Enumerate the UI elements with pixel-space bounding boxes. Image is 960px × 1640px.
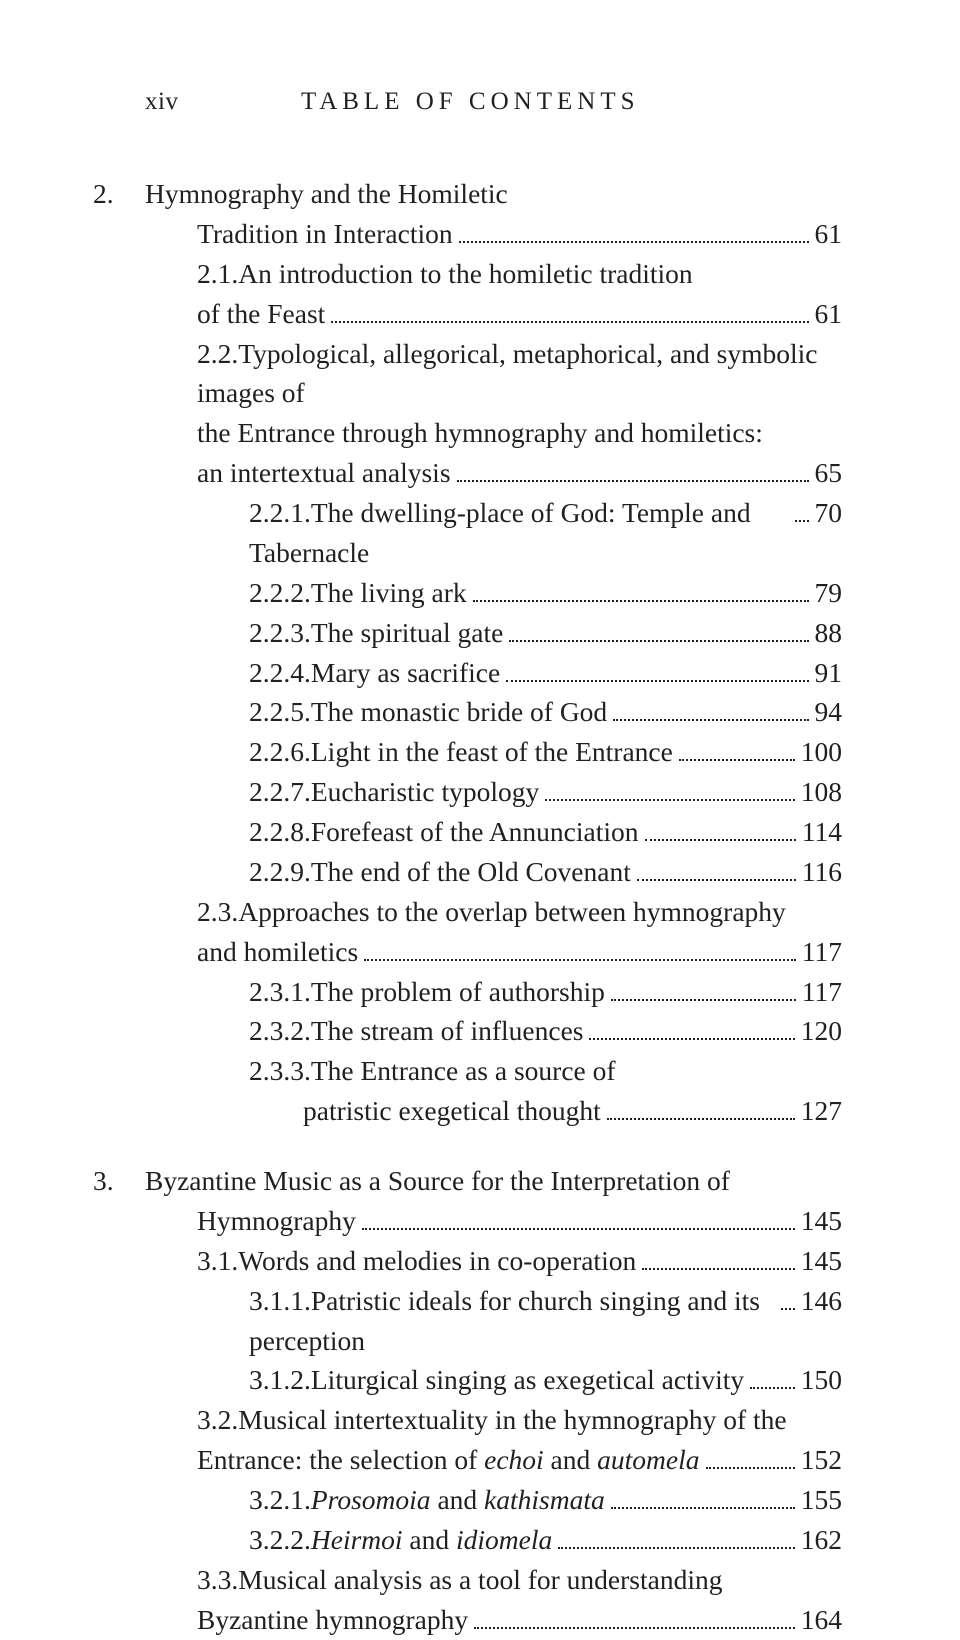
toc-entry-line: 2.2.9. The end of the Old Covenant116 bbox=[145, 852, 842, 892]
toc-entry-line: Hymnography145 bbox=[145, 1201, 842, 1241]
toc-entry-line: 3.2.1. Prosomoia and kathismata155 bbox=[145, 1480, 842, 1520]
toc-entry-line: 2.2.8. Forefeast of the Annunciation114 bbox=[145, 812, 842, 852]
toc-entry-line: of the Feast61 bbox=[145, 294, 842, 334]
toc-entry-line: an intertextual analysis65 bbox=[145, 453, 842, 493]
toc-entry-line: 3.3. Musical analysis as a tool for unde… bbox=[145, 1560, 842, 1600]
page: xiv TABLE OF CONTENTS 2. Hymnography and… bbox=[0, 0, 960, 1440]
table-of-contents: 2. Hymnography and the HomileticTraditio… bbox=[145, 174, 842, 1640]
toc-entry-line: Tradition in Interaction61 bbox=[145, 214, 842, 254]
toc-entry-line: 3.1.1. Patristic ideals for church singi… bbox=[145, 1281, 842, 1361]
toc-entry-line: Byzantine hymnography164 bbox=[145, 1600, 842, 1640]
toc-entry-line: 2.2. Typological, allegorical, metaphori… bbox=[145, 334, 842, 414]
running-head: xiv TABLE OF CONTENTS bbox=[145, 88, 842, 116]
toc-entry-line: 3.1.2. Liturgical singing as exegetical … bbox=[145, 1360, 842, 1400]
toc-entry-line: 3.2. Musical intertextuality in the hymn… bbox=[145, 1400, 842, 1440]
running-title: TABLE OF CONTENTS bbox=[138, 88, 802, 116]
toc-entry-line: 2.2.3. The spiritual gate88 bbox=[145, 613, 842, 653]
toc-entry-line: 2.1. An introduction to the homiletic tr… bbox=[145, 254, 842, 294]
toc-entry-line: 2.3. Approaches to the overlap between h… bbox=[145, 892, 842, 932]
toc-entry-line: and homiletics117 bbox=[145, 932, 842, 972]
toc-entry-line: 2.2.5. The monastic bride of God94 bbox=[145, 692, 842, 732]
toc-entry-line: patristic exegetical thought127 bbox=[145, 1091, 842, 1131]
toc-entry-line: the Entrance through hymnography and hom… bbox=[145, 413, 842, 453]
toc-entry-line: 2.2.1. The dwelling-place of God: Temple… bbox=[145, 493, 842, 573]
toc-entry-line: 2.2.4. Mary as sacrifice91 bbox=[145, 653, 842, 693]
toc-entry-line: 3. Byzantine Music as a Source for the I… bbox=[145, 1161, 842, 1201]
toc-entry-line: 2.2.7. Eucharistic typology108 bbox=[145, 772, 842, 812]
toc-entry-line: 2.3.3. The Entrance as a source of bbox=[145, 1051, 842, 1091]
toc-entry-line: 3.2.2. Heirmoi and idiomela162 bbox=[145, 1520, 842, 1560]
toc-entry-line: 2.3.2. The stream of influences120 bbox=[145, 1011, 842, 1051]
toc-entry-line: 2.2.2. The living ark79 bbox=[145, 573, 842, 613]
toc-entry-line: 2.2.6. Light in the feast of the Entranc… bbox=[145, 732, 842, 772]
toc-entry-line: 2. Hymnography and the Homiletic bbox=[145, 174, 842, 214]
toc-entry-line: Entrance: the selection of echoi and aut… bbox=[145, 1440, 842, 1480]
section-gap bbox=[145, 1131, 842, 1161]
toc-entry-line: 2.3.1. The problem of authorship117 bbox=[145, 972, 842, 1012]
toc-entry-line: 3.1. Words and melodies in co-operation1… bbox=[145, 1241, 842, 1281]
